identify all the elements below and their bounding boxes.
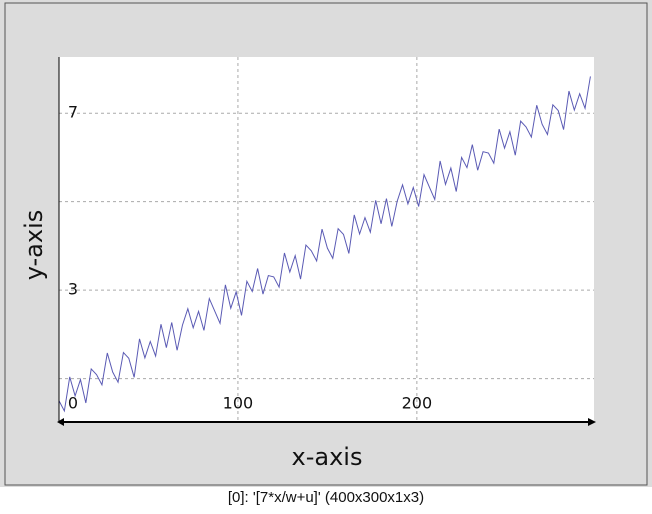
plot-area: [59, 57, 594, 422]
x-tick-label: 200: [402, 394, 433, 413]
y-tick-label: 7: [68, 103, 78, 122]
y-tick-label: 3: [68, 280, 78, 299]
x-tick-label: 0: [68, 394, 78, 413]
data-line: [58, 76, 591, 413]
marks: [58, 76, 591, 413]
y-axis-label: y-axis: [20, 210, 48, 281]
x-tick-label: 100: [223, 394, 254, 413]
caption: [0]: '[7*x/w+u]' (400x300x1x3): [228, 489, 424, 506]
x-axis-label: x-axis: [292, 443, 363, 471]
